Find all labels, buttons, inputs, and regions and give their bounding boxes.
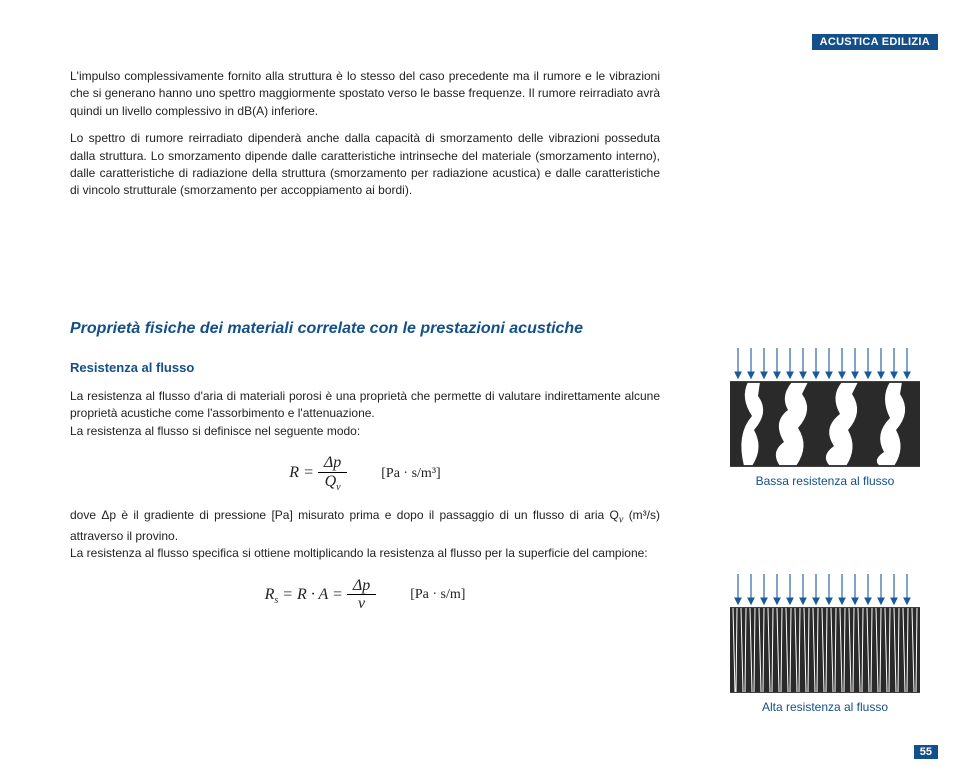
formula-1-unit: [Pa · s/m³] (381, 466, 440, 481)
formula-resistance: R = ΔpQv [Pa · s/m³] (70, 454, 660, 493)
flow-paragraph-3: dove Δp è il gradiente di pressione [Pa]… (70, 507, 660, 545)
flow-paragraph-4: La resistenza al flusso specifica si ott… (70, 545, 660, 562)
flow-paragraph-2: La resistenza al flusso si definisce nel… (70, 423, 660, 440)
header-tag: ACUSTICA EDILIZIA (812, 34, 938, 50)
formula-specific-resistance: Rs = R · A = Δpv [Pa · s/m] (70, 577, 660, 613)
page-number: 55 (914, 745, 938, 759)
diagram-low-caption: Bassa resistenza al flusso (730, 474, 920, 488)
section-title: Proprietà fisiche dei materiali correlat… (70, 320, 670, 338)
intro-text-block: L'impulso complessivamente fornito alla … (70, 68, 660, 210)
sub-section-title: Resistenza al flusso (70, 360, 194, 375)
diagram-high-resistance: Alta resistenza al flusso (730, 574, 920, 714)
formula-2-unit: [Pa · s/m] (410, 587, 465, 602)
diagram-high-caption: Alta resistenza al flusso (730, 700, 920, 714)
intro-paragraph-1: L'impulso complessivamente fornito alla … (70, 68, 660, 120)
flow-paragraph-1: La resistenza al flusso d'aria di materi… (70, 388, 660, 423)
diagram-low-resistance: Bassa resistenza al flusso (730, 348, 920, 488)
flow-text-block: La resistenza al flusso d'aria di materi… (70, 388, 660, 627)
intro-paragraph-2: Lo spettro di rumore reirradiato dipende… (70, 130, 660, 200)
